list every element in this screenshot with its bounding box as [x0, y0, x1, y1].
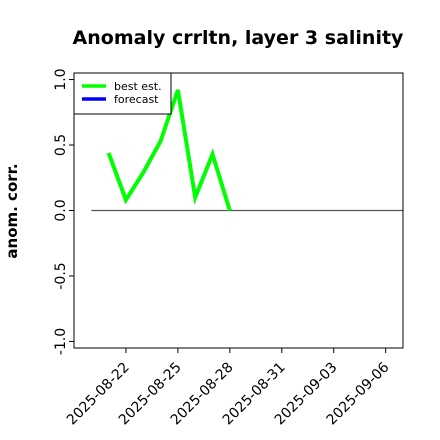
plot-frame: [73, 72, 404, 349]
y-tick-label: -1.0: [53, 328, 69, 355]
y-tick-label: 0.0: [53, 199, 69, 221]
y-tick-label: 0.5: [53, 134, 69, 156]
chart-title: Anomaly crrltn, layer 3 salinity: [73, 27, 404, 49]
legend-label: forecast: [114, 93, 159, 106]
series-line-0: [106, 89, 232, 212]
y-tick-label: 1.0: [53, 68, 69, 90]
legend-label: best est.: [114, 80, 162, 93]
legend: best est.forecast: [73, 72, 172, 115]
y-tick-label: -0.5: [53, 262, 69, 289]
legend-box: [73, 72, 172, 115]
y-axis-label: anom. corr.: [3, 163, 21, 258]
